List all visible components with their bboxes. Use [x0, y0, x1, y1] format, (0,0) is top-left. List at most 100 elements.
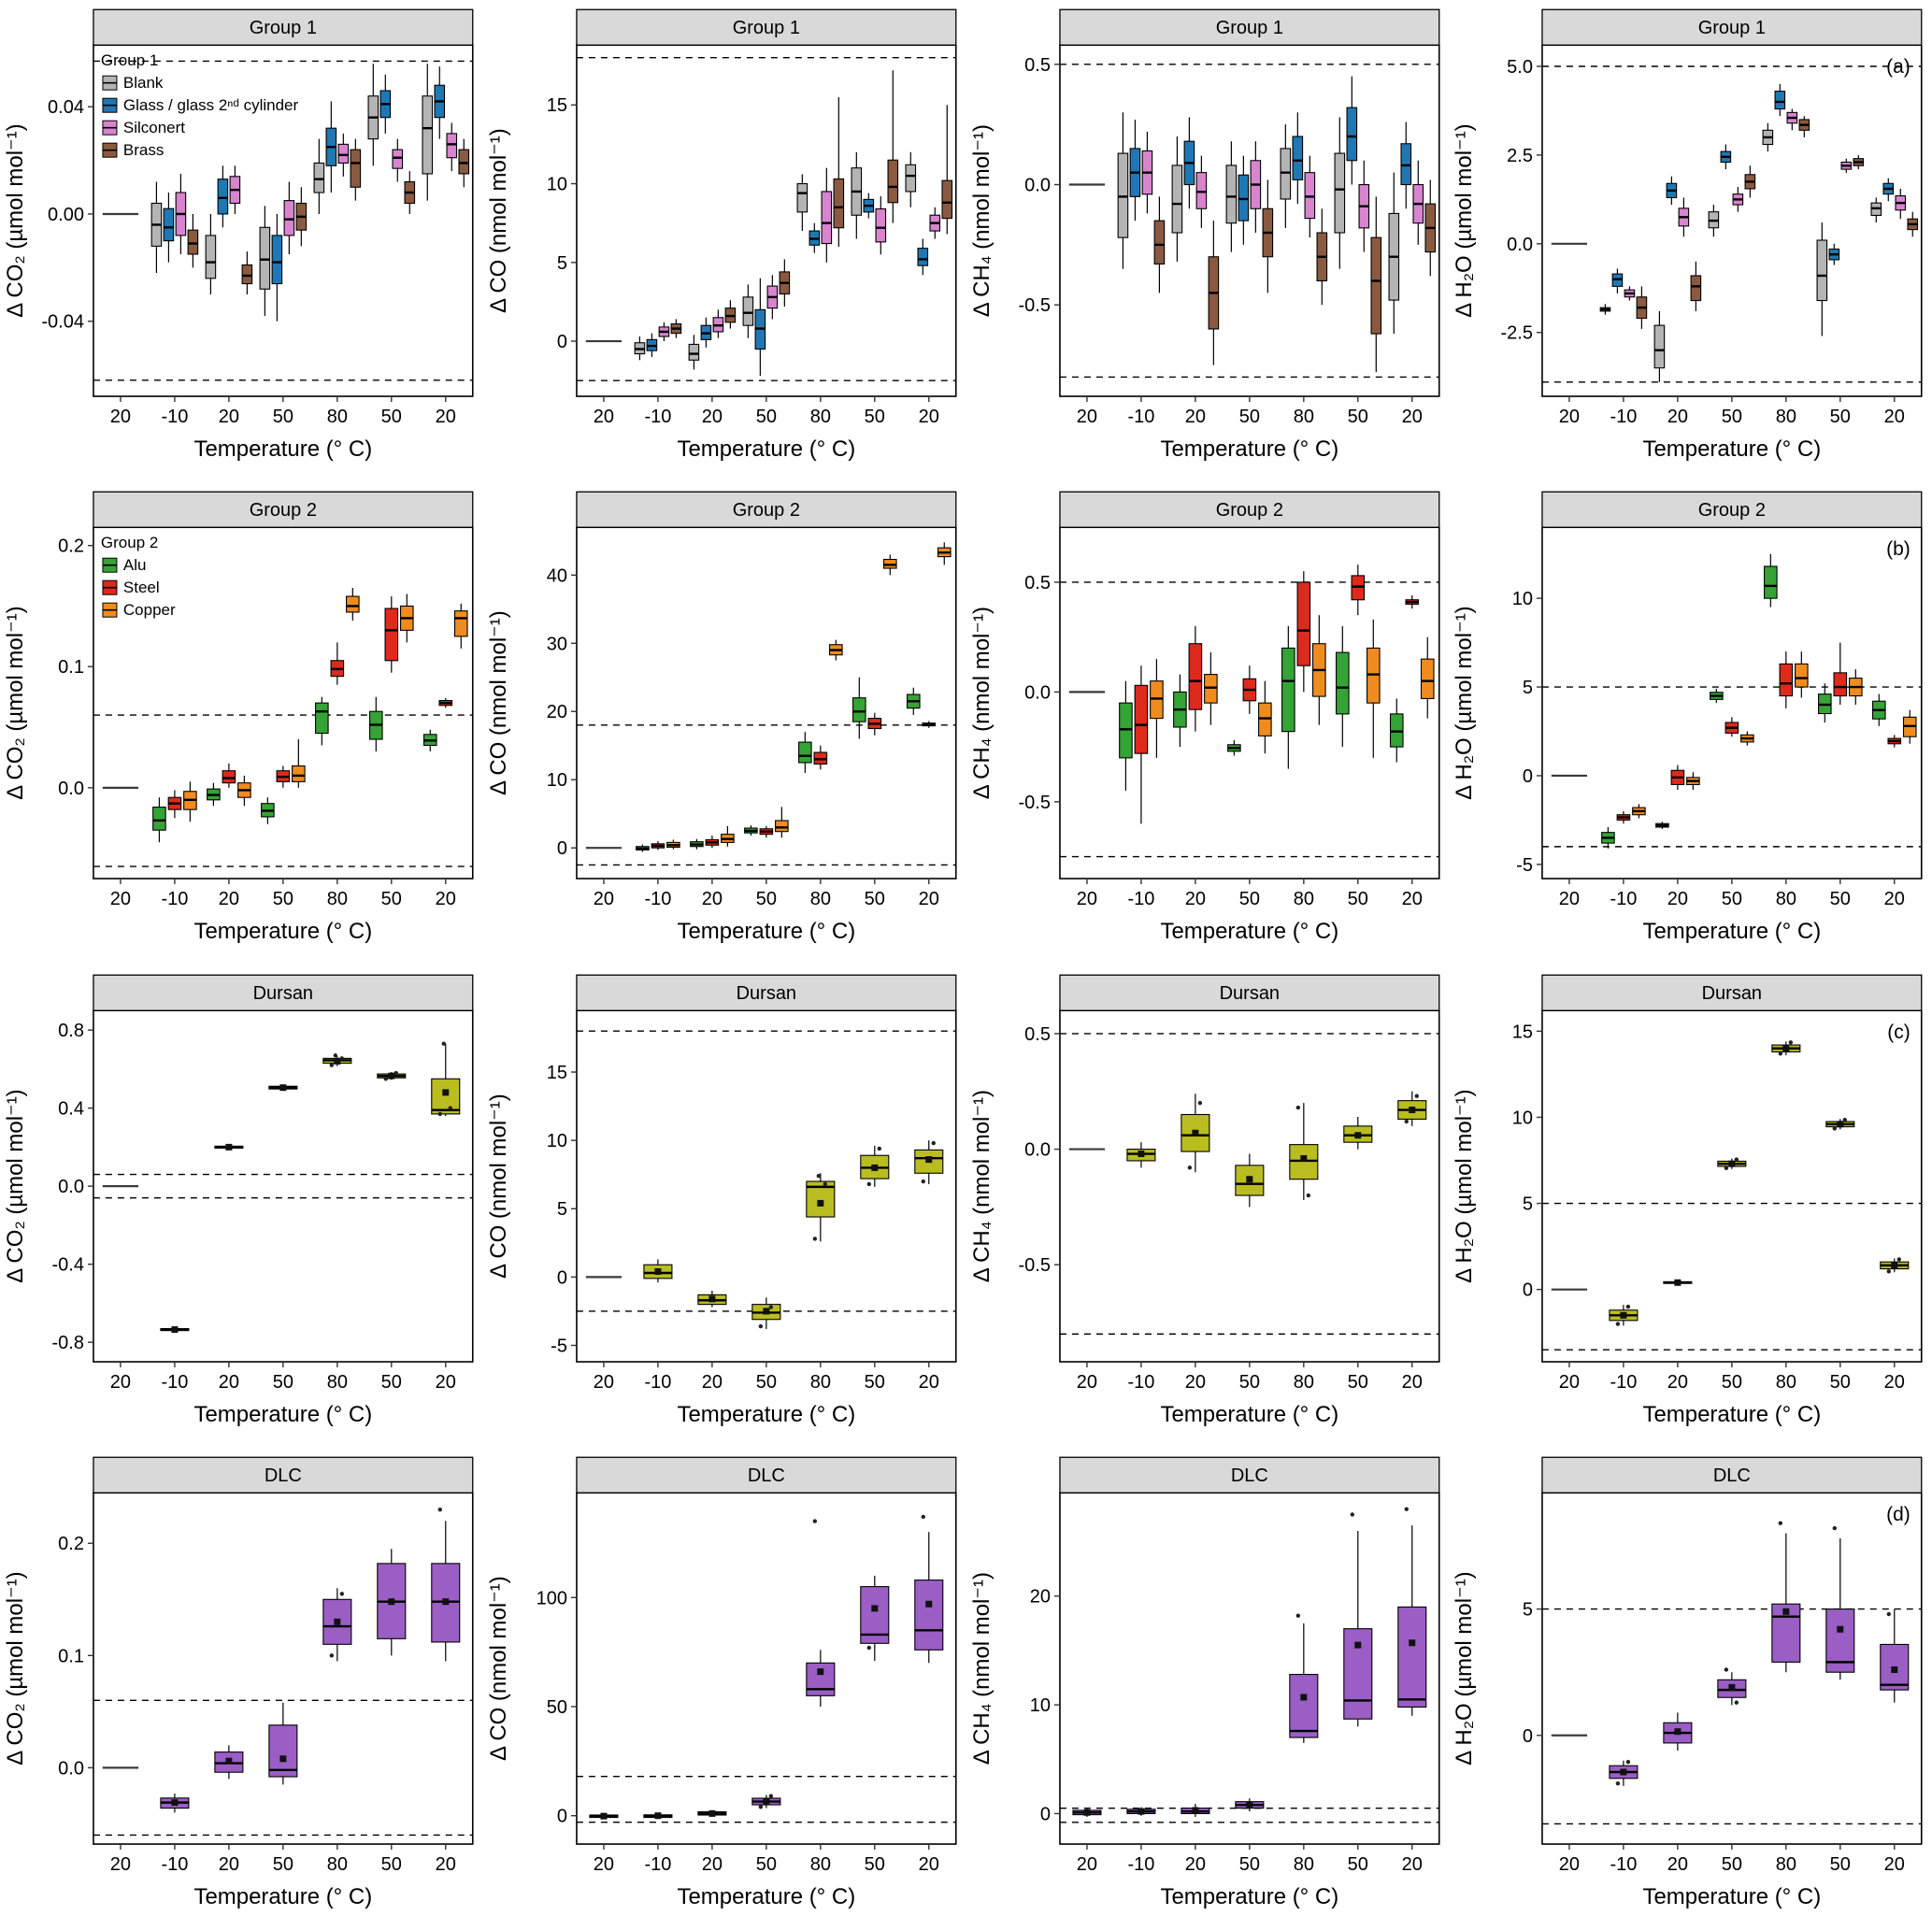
data-point — [339, 1055, 345, 1061]
mean-marker — [708, 1294, 716, 1302]
chart-panel: Dursan -0.8 -0.4 0.0 0.4 0.8 20 -10 20 50 80 50 20 Te… — [3, 974, 474, 1427]
data-point — [812, 1236, 817, 1241]
y-axis-label: Δ CO₂ (µmol mol⁻¹) — [3, 1571, 28, 1766]
x-axis-label: Temperature (° C) — [1643, 1884, 1822, 1909]
legend-label: Blank — [123, 74, 164, 92]
box — [313, 162, 325, 193]
box — [152, 807, 166, 832]
data-point — [333, 1052, 338, 1057]
x-tick-label: 20 — [1884, 1372, 1905, 1393]
panel-letter: (d) — [1886, 1504, 1911, 1525]
y-tick-label: 0.2 — [58, 536, 84, 557]
x-tick-label: 50 — [381, 407, 402, 427]
box — [905, 164, 916, 193]
y-tick-label: 5 — [1523, 1599, 1533, 1620]
y-tick-label: 5 — [557, 253, 567, 274]
y-tick-label: 20 — [1029, 1587, 1050, 1608]
data-point — [1724, 1667, 1729, 1672]
legend-label: Silconert — [123, 119, 185, 136]
x-tick-label: 50 — [1830, 889, 1851, 909]
box — [1188, 643, 1202, 710]
x-tick-label: 50 — [755, 1854, 776, 1875]
x-tick-label: 50 — [1830, 1372, 1851, 1393]
chart-panel: Group 2 0 10 20 30 40 20 -10 20 50 80 50 20 Temperatu… — [486, 491, 957, 944]
box — [913, 1149, 944, 1174]
box — [1369, 236, 1381, 335]
box — [875, 207, 886, 243]
y-tick-label: 0 — [557, 838, 567, 859]
box — [337, 143, 350, 164]
data-point — [931, 1140, 936, 1145]
box — [1195, 172, 1207, 209]
y-tick-label: 5 — [1523, 678, 1533, 698]
panel-border — [575, 526, 957, 880]
x-axis-label: Temperature (° C) — [677, 436, 855, 462]
strip-title: Group 1 — [732, 18, 799, 38]
mean-marker — [1353, 1641, 1361, 1649]
x-tick-label: 50 — [1722, 889, 1742, 909]
x-tick-label: 50 — [1722, 1854, 1742, 1875]
data-point — [383, 1076, 388, 1081]
y-tick-label: -0.8 — [52, 1333, 84, 1353]
x-tick-label: 20 — [1184, 1372, 1205, 1393]
y-tick-label: 2.5 — [1507, 146, 1533, 166]
x-tick-label: 50 — [273, 1854, 293, 1875]
x-tick-label: -10 — [161, 1372, 188, 1393]
panel-group-1-col3: Group 1 -0.5 0.0 0.5 20 -10 20 50 80 50 20 Temperat… — [966, 0, 1450, 482]
strip — [1541, 974, 1923, 1011]
mean-marker — [1837, 1625, 1844, 1633]
mean-marker — [763, 1307, 770, 1314]
box — [1653, 324, 1666, 369]
y-axis-label: Δ CO (nmol mol⁻¹) — [486, 610, 511, 795]
x-tick-label: 20 — [702, 1854, 723, 1875]
y-axis-label: Δ H₂O (µmol mol⁻¹) — [1452, 123, 1477, 318]
box — [1280, 148, 1291, 200]
x-tick-label: 20 — [1559, 1372, 1580, 1393]
y-tick-label: -2.5 — [1501, 323, 1533, 344]
y-tick-label: -0.5 — [1018, 1255, 1050, 1276]
y-tick-label: 0.0 — [58, 779, 84, 799]
strip — [576, 1456, 957, 1494]
x-tick-label: 50 — [1722, 407, 1742, 427]
mean-marker — [871, 1164, 879, 1171]
box — [1304, 172, 1315, 220]
legend-title: Group 2 — [101, 534, 158, 551]
strip — [576, 491, 957, 529]
strip-title: Dursan — [1702, 983, 1762, 1004]
x-tick-label: -10 — [644, 889, 671, 909]
x-axis-label: Temperature (° C) — [193, 1884, 372, 1909]
box — [1225, 164, 1237, 224]
box — [163, 207, 175, 242]
x-tick-label: 20 — [918, 1854, 938, 1875]
data-point — [1625, 1304, 1631, 1308]
data-point — [1886, 1268, 1892, 1274]
x-tick-label: 50 — [864, 407, 884, 427]
data-point — [448, 1105, 452, 1110]
chart-panel: Dursan -5 0 5 10 15 20 -10 20 50 80 50 20 Temperature… — [486, 974, 957, 1427]
x-axis-label: Temperature (° C) — [1160, 1402, 1338, 1427]
strip-title: Dursan — [253, 983, 313, 1004]
x-tick-label: 20 — [1667, 889, 1688, 909]
strip-title: Group 2 — [1215, 500, 1282, 521]
x-tick-label: 20 — [1667, 1372, 1688, 1393]
x-tick-label: 80 — [327, 1854, 348, 1875]
x-tick-label: 20 — [594, 1372, 614, 1393]
x-tick-label: 80 — [1776, 1854, 1796, 1875]
x-axis-label: Temperature (° C) — [193, 436, 372, 462]
y-axis-label: Δ H₂O (µmol mol⁻¹) — [1452, 607, 1477, 801]
panel-dursan-col1: Dursan -0.8 -0.4 0.0 0.4 0.8 20 -10 20 50 80 50 20 Te… — [0, 965, 483, 1448]
x-tick-label: 20 — [1076, 407, 1096, 427]
x-tick-label: 50 — [755, 889, 776, 909]
x-tick-label: 50 — [1830, 1854, 1851, 1875]
box — [1296, 581, 1310, 667]
box — [187, 229, 199, 255]
chart-panel: Group 1 0 5 10 15 20 -10 20 50 80 50 20 Temperature … — [486, 8, 957, 462]
data-point — [1615, 1321, 1621, 1326]
box — [917, 248, 928, 266]
data-point — [758, 1323, 763, 1328]
mean-marker — [1620, 1768, 1627, 1776]
strip-title: Group 2 — [732, 500, 799, 521]
mean-marker — [225, 1143, 233, 1151]
box — [821, 191, 832, 245]
